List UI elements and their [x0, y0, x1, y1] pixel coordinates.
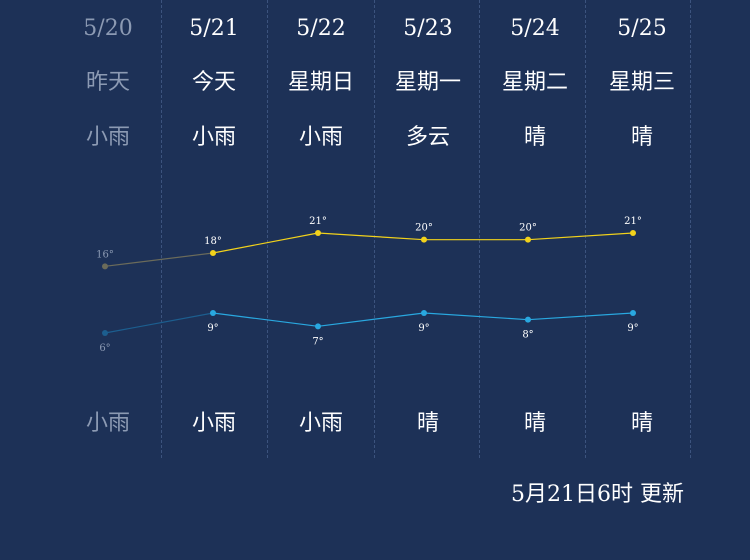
high-temp-point	[630, 230, 636, 236]
low-temp-label: 7°	[312, 336, 323, 347]
high-temp-segment	[317, 232, 425, 241]
high-temp-label: 18°	[204, 236, 222, 247]
column-divider	[267, 0, 268, 458]
date-label: 5/21	[189, 16, 239, 41]
column-divider	[585, 0, 586, 458]
day-condition-label: 小雨	[85, 125, 130, 150]
low-temp-label: 9°	[418, 323, 429, 334]
high-temp-label: 21°	[309, 216, 327, 227]
high-temp-point	[525, 236, 531, 243]
weekday-label: 星期一	[394, 70, 461, 95]
date-label: 5/24	[510, 16, 560, 41]
high-temp-segment	[104, 252, 214, 267]
high-temp-segment	[212, 232, 319, 254]
low-temp-segment	[527, 312, 634, 321]
low-temp-segment	[104, 312, 214, 334]
low-temp-label: 6°	[99, 343, 110, 354]
night-condition-label: 晴	[416, 411, 439, 436]
low-temp-point	[630, 310, 636, 316]
column-divider	[690, 0, 691, 458]
day-column-1: 5/21 今天 小雨 小雨	[161, 0, 267, 458]
night-condition-label: 小雨	[298, 411, 343, 436]
low-temp-segment	[212, 312, 319, 327]
high-temp-segment	[527, 232, 634, 241]
night-condition-label: 小雨	[191, 411, 236, 436]
low-temp-point	[525, 316, 531, 323]
high-temp-label: 21°	[624, 216, 642, 227]
day-condition-label: 晴	[630, 125, 653, 150]
low-temp-point	[315, 323, 321, 330]
date-label: 5/23	[403, 16, 453, 41]
day-condition-label: 晴	[523, 125, 546, 150]
low-temp-segment	[423, 312, 529, 321]
high-temp-label: 16°	[96, 249, 114, 260]
high-temp-point	[315, 230, 321, 236]
day-column-0: 5/20 昨天 小雨 小雨	[55, 0, 161, 458]
column-divider	[374, 0, 375, 458]
day-condition-label: 多云	[405, 125, 450, 150]
low-temp-label: 8°	[522, 330, 533, 341]
temperature-chart: 16° 18° 21° 20° 20° 21° 6° 9° 7° 9° 8° 9°	[96, 216, 642, 354]
high-temp-label: 20°	[519, 223, 537, 234]
weekday-label: 星期日	[287, 70, 354, 95]
column-divider	[161, 0, 162, 458]
night-condition-label: 晴	[630, 411, 653, 436]
day-column-3: 5/23 星期一多云晴	[375, 0, 481, 458]
high-temp-point	[421, 236, 427, 243]
weekday-label: 今天	[191, 70, 236, 95]
day-column-5: 5/25 星期三晴晴	[589, 0, 695, 458]
day-column-2: 5/22 星期日 小雨 小雨	[268, 0, 374, 458]
update-time: 5月21日6时 更新	[511, 482, 684, 507]
date-label: 5/22	[296, 16, 346, 41]
date-label: 5/20	[83, 16, 133, 41]
low-temp-segment	[317, 312, 425, 327]
low-temp-point	[102, 330, 108, 336]
weekday-label: 星期二	[501, 70, 568, 95]
night-condition-label: 晴	[523, 411, 546, 436]
column-divider	[479, 0, 480, 458]
weekday-label: 昨天	[85, 70, 130, 95]
low-temp-point	[421, 310, 427, 316]
high-temp-label: 20°	[415, 223, 433, 234]
day-column-4: 5/24 星期二晴晴	[482, 0, 588, 458]
day-condition-label: 小雨	[191, 125, 236, 150]
low-temp-label: 9°	[207, 323, 218, 334]
low-temp-point	[210, 310, 216, 316]
date-label: 5/25	[617, 16, 667, 41]
high-temp-point	[210, 250, 216, 256]
low-temp-label: 9°	[627, 323, 638, 334]
weekday-label: 星期三	[608, 70, 675, 95]
night-condition-label: 小雨	[85, 411, 130, 436]
day-condition-label: 小雨	[298, 125, 343, 150]
high-temp-point	[102, 263, 108, 270]
